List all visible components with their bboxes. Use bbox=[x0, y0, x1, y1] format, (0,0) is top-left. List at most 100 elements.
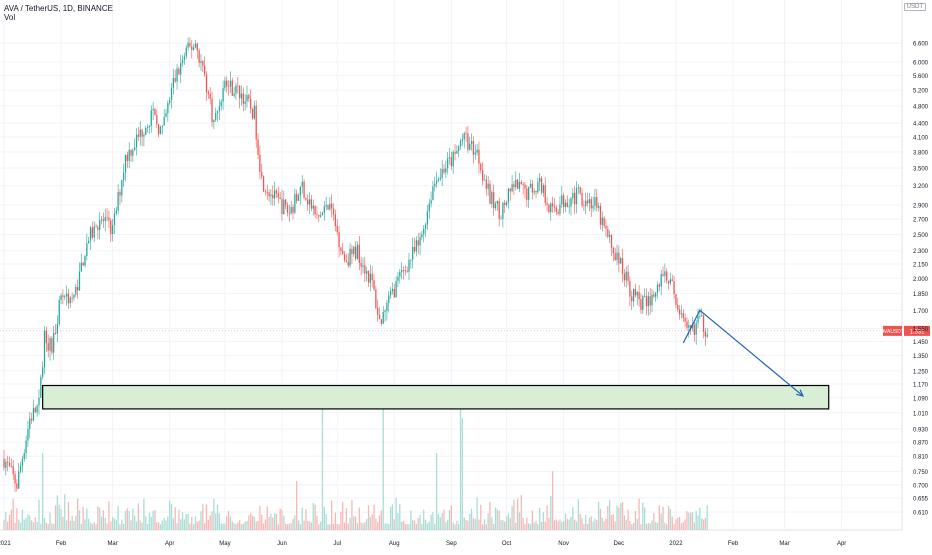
time-tick-label: Oct bbox=[502, 541, 512, 547]
candle-body bbox=[434, 183, 436, 187]
candle-body bbox=[88, 240, 90, 244]
volume-bar bbox=[500, 520, 502, 530]
volume-bar bbox=[612, 514, 614, 530]
volume-bar bbox=[47, 523, 49, 530]
candle-body bbox=[522, 183, 524, 185]
candle-body bbox=[684, 318, 686, 322]
candle-body bbox=[470, 141, 473, 144]
time-tick-label: 2022 bbox=[669, 541, 683, 547]
candle-body bbox=[400, 270, 403, 273]
quote-currency-badge[interactable]: USDT bbox=[903, 3, 926, 11]
candle-body bbox=[432, 186, 434, 201]
volume-bar bbox=[430, 514, 432, 530]
candle-body bbox=[364, 265, 366, 274]
candle-body bbox=[610, 235, 613, 248]
volume-bar bbox=[272, 517, 274, 530]
volume-bar bbox=[562, 521, 565, 530]
price-axis[interactable]: 6.600 6.000 5.600 5.200 4.800 4.400 4.100 3.800… bbox=[913, 42, 929, 517]
candle-body bbox=[321, 212, 324, 216]
volume-bar bbox=[321, 390, 324, 530]
support-zone[interactable] bbox=[42, 384, 830, 410]
volume-bar bbox=[498, 510, 500, 530]
volume-bar bbox=[251, 515, 254, 530]
volume-bar bbox=[23, 519, 25, 530]
candle-body bbox=[419, 237, 421, 246]
volume-bar bbox=[511, 506, 513, 530]
candle-body bbox=[678, 309, 681, 315]
volume-bar bbox=[678, 516, 681, 530]
volume-bar bbox=[505, 516, 508, 530]
candle-body bbox=[194, 43, 197, 48]
candle-body bbox=[542, 185, 545, 193]
candle-body bbox=[614, 253, 616, 261]
candle-body bbox=[660, 274, 662, 287]
candle-body bbox=[242, 93, 244, 104]
candle-body bbox=[159, 126, 162, 135]
volume-bar bbox=[658, 505, 661, 530]
candle-body bbox=[636, 292, 638, 296]
volume-bar bbox=[515, 522, 517, 530]
candle-body bbox=[233, 93, 235, 96]
volume-bar bbox=[174, 507, 176, 530]
candle-body bbox=[551, 203, 554, 207]
candle-body bbox=[559, 204, 561, 214]
time-axis[interactable]: 2021 Feb Mar Apr May Jun Jul Aug Sep Oct Nov Dec 202… bbox=[0, 541, 846, 547]
candle-body bbox=[632, 288, 635, 302]
volume-bar bbox=[487, 513, 489, 530]
candle-body bbox=[340, 247, 342, 251]
volume-bar bbox=[546, 505, 548, 530]
candle-body bbox=[531, 183, 533, 193]
projection-arrow[interactable] bbox=[682, 309, 805, 397]
volume-bar bbox=[3, 519, 5, 530]
volume-bar bbox=[71, 515, 73, 530]
volume-bar bbox=[178, 509, 180, 530]
volume-bar bbox=[128, 510, 130, 530]
volume-bar bbox=[139, 520, 141, 530]
candle-body bbox=[264, 191, 267, 193]
volume-bar bbox=[362, 523, 364, 530]
candle-body bbox=[498, 200, 500, 219]
price-tick-label: 0.810 bbox=[913, 455, 929, 461]
volume-bar bbox=[400, 521, 403, 530]
volume-bar bbox=[544, 521, 546, 530]
time-tick-label: Apr bbox=[837, 541, 846, 547]
volume-bar bbox=[100, 516, 103, 530]
candle-body bbox=[627, 271, 629, 281]
candle-body bbox=[607, 228, 609, 237]
candle-body bbox=[189, 42, 191, 47]
candle-body bbox=[71, 297, 73, 299]
candle-body bbox=[647, 296, 649, 307]
candle-body bbox=[303, 181, 305, 198]
volume-bar bbox=[480, 504, 482, 530]
time-tick-label: Nov bbox=[558, 541, 569, 547]
symbol-title[interactable]: AVA / TetherUS, 1D, BINANCE bbox=[4, 4, 113, 13]
candle-body bbox=[200, 61, 202, 63]
volume-bar bbox=[27, 514, 29, 530]
volume-bar bbox=[618, 507, 620, 530]
candle-body bbox=[417, 240, 419, 246]
candle-body bbox=[113, 213, 116, 226]
volume-bar bbox=[222, 523, 224, 530]
volume-bar bbox=[257, 521, 259, 530]
volume-bar bbox=[605, 518, 607, 530]
volume-bar bbox=[671, 516, 673, 530]
volume-bar bbox=[123, 523, 125, 530]
volume-bar bbox=[377, 522, 379, 530]
volume-bar bbox=[592, 521, 594, 530]
candle-body bbox=[645, 296, 648, 307]
volume-bar bbox=[78, 510, 81, 530]
volume-bar bbox=[631, 524, 633, 530]
candle-body bbox=[493, 192, 495, 209]
candle-body bbox=[222, 88, 224, 102]
volume-bar bbox=[417, 518, 419, 530]
candle-body bbox=[36, 405, 38, 413]
candle-body bbox=[620, 258, 622, 264]
candle-body bbox=[343, 254, 346, 261]
price-tick-label: 5.600 bbox=[913, 74, 929, 80]
candle-body bbox=[51, 338, 53, 353]
candle-body bbox=[702, 315, 705, 332]
candle-body bbox=[667, 280, 670, 284]
candle-body bbox=[662, 274, 664, 276]
